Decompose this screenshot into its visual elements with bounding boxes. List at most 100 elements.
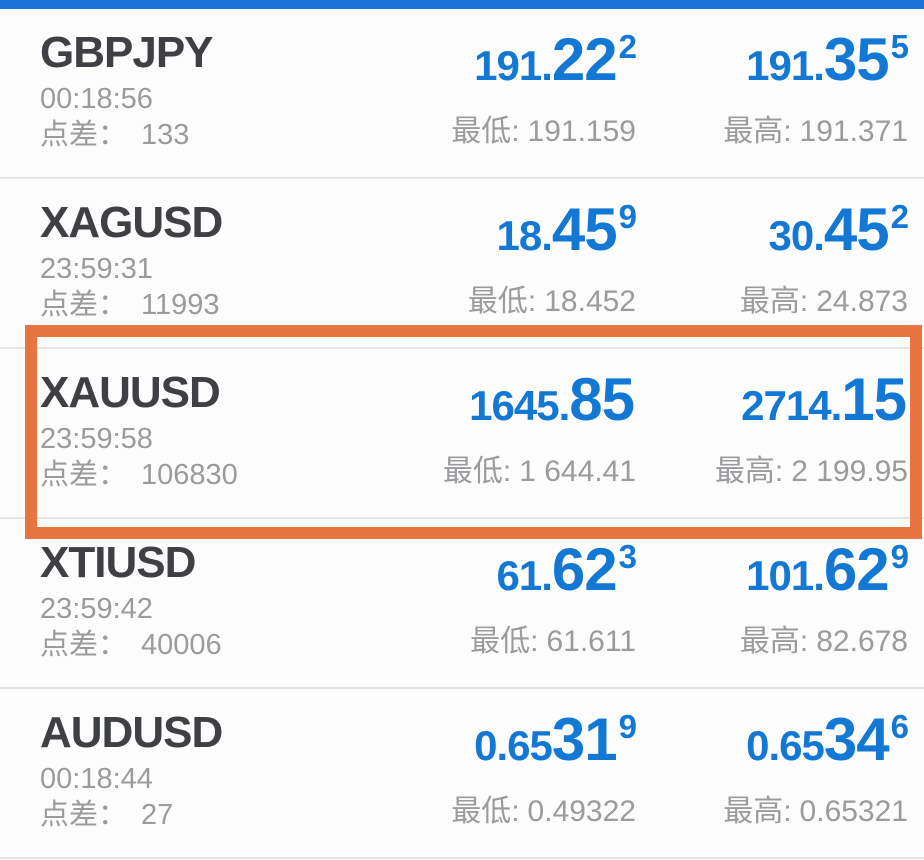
- high-line: 最高: 0.65321: [636, 786, 908, 830]
- quote-row[interactable]: XTIUSD 23:59:42 点差： 40006 61.623 最低: 61.61…: [0, 519, 924, 689]
- high-value: 82.678: [816, 625, 908, 658]
- ask-column: 101.629 最高: 82.678: [636, 538, 909, 687]
- bid-price-superscript: 9: [618, 198, 637, 235]
- low-value: 18.452: [544, 285, 636, 318]
- spread-value: 106830: [141, 458, 238, 491]
- bid-price-main: 22: [551, 26, 618, 93]
- ask-price-base: 30.: [768, 212, 825, 259]
- bid-price-base: 1645.: [469, 382, 570, 429]
- bid-column: 61.623 最低: 61.611: [386, 538, 638, 687]
- bid-column: 191.222 最低: 191.159: [386, 26, 637, 177]
- high-line: 最高: 191.371: [636, 106, 908, 150]
- ask-price-main: 34: [823, 706, 890, 773]
- symbol-info-column: XAUUSD 23:59:58 点差： 106830: [40, 369, 386, 517]
- ask-price: 0.65346: [636, 706, 909, 773]
- low-line: 最低: 1 644.41: [386, 446, 636, 490]
- ask-price: 2714.15: [636, 369, 908, 431]
- ask-price-base: 101.: [746, 552, 825, 599]
- low-label: 最低:: [451, 115, 520, 148]
- spread-value: 27: [141, 798, 174, 831]
- ask-price-main: 45: [823, 196, 890, 263]
- low-line: 最低: 18.452: [386, 276, 636, 320]
- low-value: 1 644.41: [519, 455, 636, 488]
- spread-value: 133: [141, 118, 190, 151]
- bid-column: 1645.85 最低: 1 644.41: [386, 369, 636, 517]
- spread-line: 点差： 106830: [40, 460, 386, 490]
- bid-price-superscript: 9: [618, 708, 637, 745]
- quote-row[interactable]: XAGUSD 23:59:31 点差： 11993 18.459 最低: 18.45…: [0, 179, 924, 349]
- spread-line: 点差： 11993: [40, 290, 386, 320]
- bid-price: 18.459: [386, 196, 638, 263]
- ask-price-main: 35: [823, 26, 890, 93]
- high-label: 最高:: [739, 625, 809, 658]
- symbol-info-column: XAGUSD 23:59:31 点差： 11993: [40, 199, 386, 347]
- high-value: 24.873: [816, 285, 908, 318]
- quote-row[interactable]: GBPJPY 00:18:56 点差： 133 191.222 最低: 191.15…: [0, 9, 924, 179]
- symbol-name: XAUUSD: [40, 368, 221, 417]
- high-line: 最高: 24.873: [636, 276, 908, 320]
- low-value: 0.49322: [527, 795, 636, 828]
- top-accent-bar: [0, 0, 924, 9]
- spread-label: 点差：: [40, 458, 128, 491]
- high-line: 最高: 82.678: [636, 616, 908, 660]
- quote-time: 23:59:42: [40, 592, 153, 625]
- low-label: 最低:: [467, 285, 537, 318]
- bid-price-main: 31: [551, 706, 618, 773]
- bid-price: 191.222: [386, 26, 637, 93]
- bid-column: 0.65319 最低: 0.49322: [386, 706, 637, 857]
- bid-price-main: 85: [569, 366, 635, 433]
- quote-time: 23:59:58: [40, 422, 153, 455]
- ask-column: 0.65346 最高: 0.65321: [636, 706, 909, 857]
- ask-price-superscript: 5: [890, 28, 909, 65]
- ask-price-superscript: 6: [890, 708, 909, 745]
- ask-price-base: 2714.: [741, 382, 842, 429]
- high-label: 最高:: [723, 795, 792, 828]
- bid-price-base: 191.: [474, 42, 553, 89]
- ask-price-base: 191.: [746, 42, 825, 89]
- ask-column: 2714.15 最高: 2 199.95: [636, 369, 908, 517]
- ask-price-superscript: 9: [890, 538, 909, 575]
- bid-price-base: 61.: [496, 552, 553, 599]
- quotes-list: GBPJPY 00:18:56 点差： 133 191.222 最低: 191.15…: [0, 9, 924, 859]
- ask-price: 101.629: [636, 538, 909, 601]
- bid-price: 0.65319: [386, 706, 637, 773]
- bid-column: 18.459 最低: 18.452: [386, 196, 638, 347]
- symbol-info-column: GBPJPY 00:18:56 点差： 133: [40, 29, 386, 177]
- ask-column: 191.355 最高: 191.371: [636, 26, 909, 177]
- ask-price-base: 0.65: [746, 722, 825, 769]
- low-label: 最低:: [451, 795, 520, 828]
- bid-price-main: 45: [551, 196, 618, 263]
- high-value: 2 199.95: [791, 455, 908, 488]
- high-value: 0.65321: [799, 795, 908, 828]
- low-label: 最低:: [442, 455, 512, 488]
- spread-label: 点差：: [40, 628, 128, 661]
- high-value: 191.371: [799, 115, 908, 148]
- symbol-name: XTIUSD: [40, 538, 196, 587]
- bid-price-superscript: 2: [618, 28, 637, 65]
- spread-label: 点差：: [40, 288, 128, 321]
- spread-value: 40006: [141, 628, 222, 661]
- spread-value: 11993: [141, 288, 220, 321]
- bid-price-base: 18.: [496, 212, 553, 259]
- symbol-info-column: XTIUSD 23:59:42 点差： 40006: [40, 539, 386, 687]
- high-label: 最高:: [739, 285, 809, 318]
- high-line: 最高: 2 199.95: [636, 446, 908, 490]
- spread-label: 点差：: [40, 798, 128, 831]
- symbol-name: XAGUSD: [40, 198, 223, 247]
- symbol-name: AUDUSD: [40, 708, 223, 757]
- low-value: 191.159: [527, 115, 636, 148]
- quote-row[interactable]: XAUUSD 23:59:58 点差： 106830 1645.85 最低: 1 6…: [0, 325, 924, 539]
- quote-row[interactable]: AUDUSD 00:18:44 点差： 27 0.65319 最低: 0.49322…: [0, 689, 924, 859]
- ask-price-main: 15: [841, 366, 907, 433]
- quote-time: 23:59:31: [40, 252, 153, 285]
- symbol-name: GBPJPY: [40, 28, 214, 77]
- bid-price: 61.623: [386, 538, 638, 601]
- ask-price: 191.355: [636, 26, 909, 93]
- bid-price-base: 0.65: [474, 722, 553, 769]
- ask-column: 30.452 最高: 24.873: [636, 196, 909, 347]
- low-label: 最低:: [470, 625, 539, 658]
- spread-line: 点差： 40006: [40, 630, 386, 660]
- low-line: 最低: 191.159: [386, 106, 636, 150]
- low-line: 最低: 0.49322: [386, 786, 636, 830]
- symbol-info-column: AUDUSD 00:18:44 点差： 27: [40, 709, 386, 857]
